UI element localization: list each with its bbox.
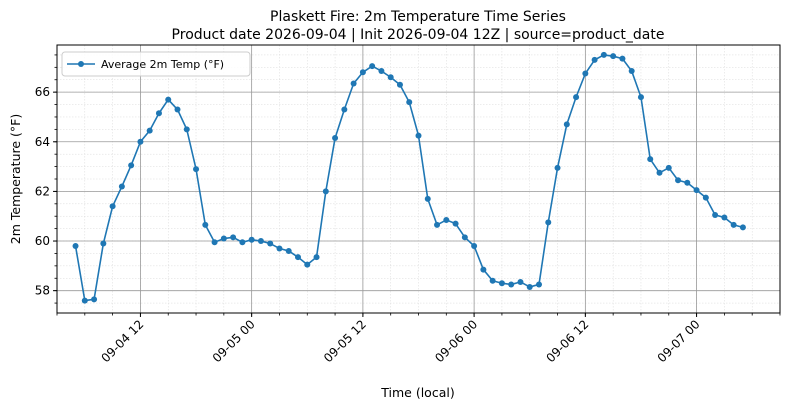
minor-grid [56, 45, 781, 313]
y-axis-label: 2m Temperature (°F) [8, 114, 23, 244]
data-point [582, 70, 589, 77]
data-point [155, 110, 162, 117]
y-tick-label: 64 [35, 135, 50, 149]
data-point [378, 68, 385, 75]
data-point [350, 80, 357, 87]
data-point [304, 261, 311, 268]
data-point [452, 220, 459, 227]
data-point [341, 106, 348, 113]
data-point [211, 239, 218, 246]
data-point [295, 254, 301, 261]
data-point [137, 138, 144, 145]
data-point [730, 221, 737, 228]
data-point [406, 99, 413, 106]
y-tick-label: 60 [35, 234, 50, 248]
data-point [193, 166, 200, 173]
data-point [619, 55, 626, 62]
data-point [536, 281, 542, 288]
x-tick-label: 09-04 12 [98, 317, 146, 365]
data-point [276, 245, 283, 252]
data-point [202, 221, 209, 228]
data-point [628, 68, 635, 75]
data-point [721, 214, 728, 221]
data-point [684, 179, 691, 186]
data-point [285, 247, 292, 254]
data-point [128, 162, 135, 169]
data-point [554, 164, 561, 171]
data-point [656, 169, 663, 176]
data-point [461, 234, 468, 241]
x-tick-label: 09-06 00 [432, 317, 480, 365]
data-point [109, 203, 116, 210]
data-point [693, 187, 700, 194]
data-point [387, 74, 394, 81]
y-tick-label: 58 [35, 284, 50, 298]
data-point [637, 94, 644, 101]
data-point [443, 216, 450, 223]
data-point [267, 240, 274, 247]
data-point [610, 53, 617, 60]
data-point [545, 219, 552, 226]
major-grid [57, 45, 780, 313]
data-point [332, 135, 339, 142]
data-point [712, 211, 719, 218]
legend-marker-icon [78, 61, 84, 67]
legend-entry: Average 2m Temp (°F) [101, 58, 224, 71]
data-point [563, 121, 570, 128]
data-point [230, 234, 237, 241]
y-axis: 58 60 62 64 66 [35, 54, 57, 304]
data-point [220, 235, 227, 242]
data-point [600, 51, 607, 58]
data-point [313, 254, 320, 261]
legend: Average 2m Temp (°F) [61, 51, 251, 77]
series-layer [72, 51, 746, 304]
data-point [257, 238, 264, 245]
data-point [591, 56, 598, 63]
data-point [424, 195, 431, 202]
data-point [739, 224, 746, 231]
data-point [573, 94, 580, 101]
x-axis: 09-04 12 09-05 00 09-05 12 09-06 00 09-06 12… [56, 313, 781, 365]
data-point [415, 132, 422, 139]
data-point [118, 183, 125, 190]
data-point [174, 106, 181, 113]
x-axis-label: Time (local) [380, 385, 454, 400]
x-tick-label: 09-05 12 [321, 317, 369, 365]
data-point [81, 297, 88, 304]
data-point [72, 243, 79, 249]
data-point [498, 280, 505, 287]
data-point [396, 81, 403, 88]
data-point [647, 156, 654, 163]
x-tick-label: 09-07 00 [655, 317, 703, 365]
legend-box [61, 51, 251, 77]
chart-title: Plaskett Fire: 2m Temperature Time Serie… [270, 9, 566, 25]
data-point [100, 240, 107, 247]
data-point [517, 278, 524, 285]
data-point [665, 164, 672, 171]
x-tick-label: 09-05 00 [210, 317, 258, 365]
data-point [146, 127, 153, 134]
data-point [526, 283, 533, 290]
data-point [369, 63, 376, 70]
data-point [434, 221, 441, 228]
x-tick-label: 09-06 12 [543, 317, 591, 365]
data-point [248, 236, 255, 243]
chart-subtitle: Product date 2026-09-04 | Init 2026-09-0… [172, 27, 665, 43]
data-point [508, 281, 515, 288]
data-point [702, 194, 709, 201]
data-point [359, 69, 366, 76]
data-point [91, 296, 98, 303]
data-point [183, 126, 190, 133]
data-point [322, 188, 329, 195]
data-point [165, 96, 172, 103]
data-point [471, 243, 478, 249]
data-point [239, 239, 246, 246]
y-tick-label: 66 [35, 85, 50, 99]
y-tick-label: 62 [35, 184, 50, 198]
data-point [675, 177, 682, 184]
data-point [480, 266, 487, 273]
data-point [489, 277, 496, 284]
